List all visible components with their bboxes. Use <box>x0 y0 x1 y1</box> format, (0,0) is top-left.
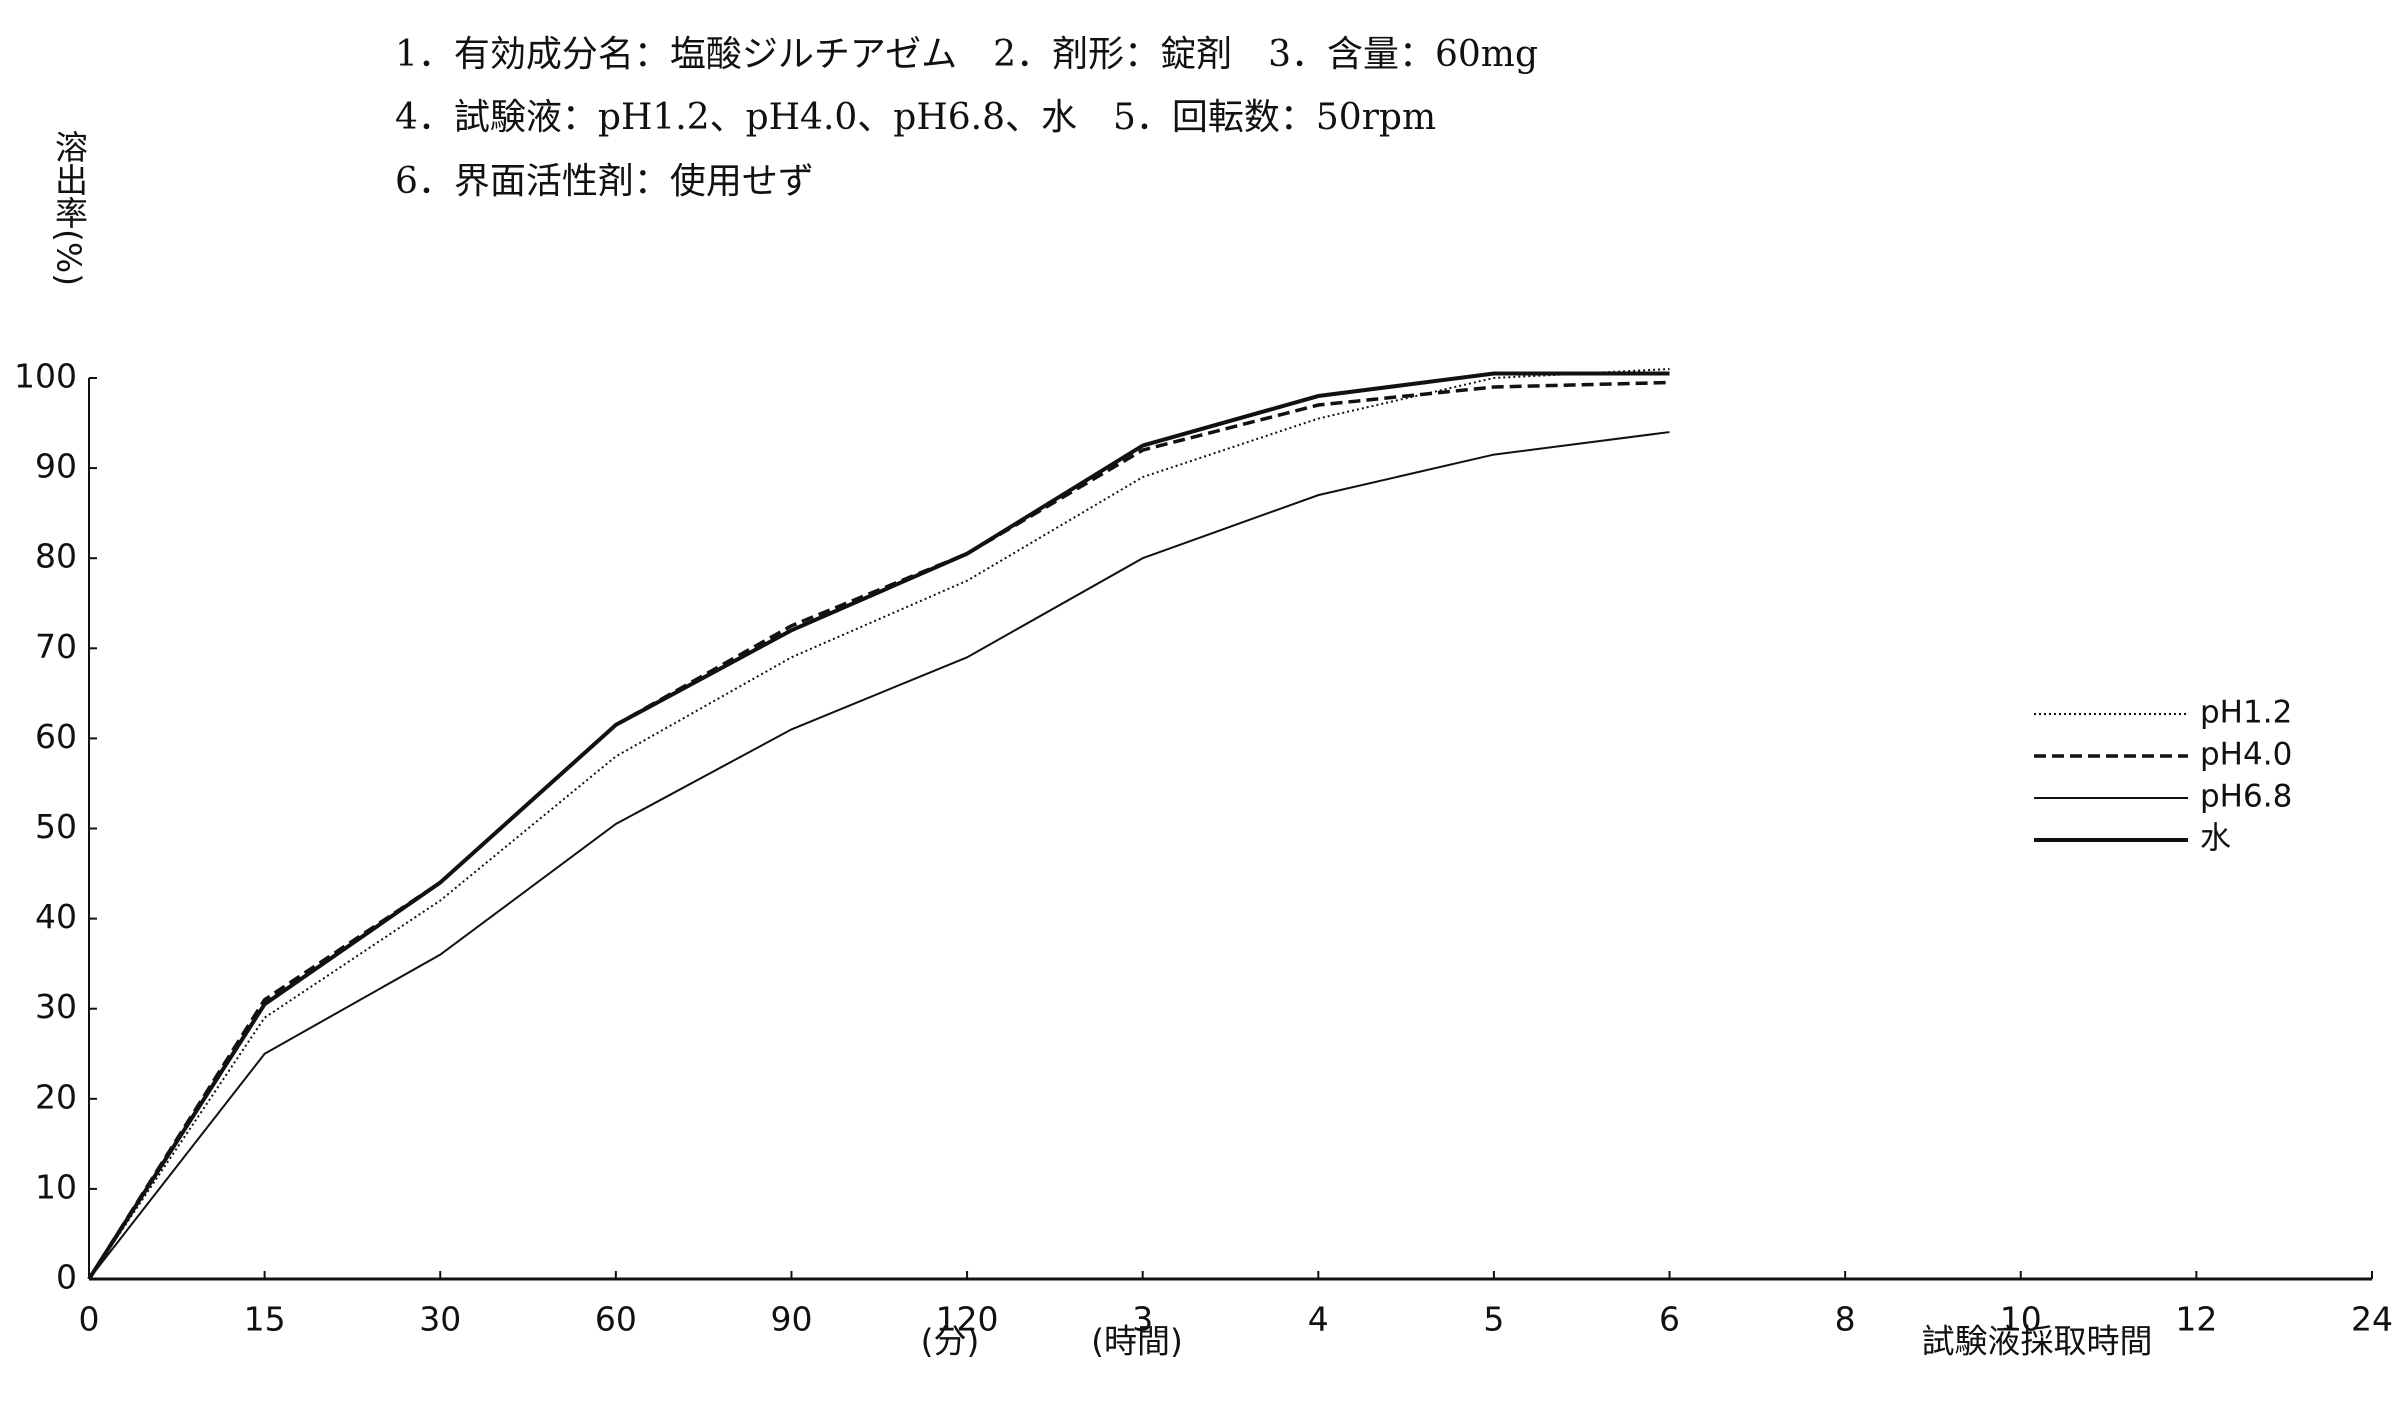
x-tick-label: 3 <box>1132 1300 1153 1339</box>
y-tick-label: 100 <box>14 357 77 396</box>
x-tick-label: 90 <box>770 1300 812 1339</box>
legend-label: pH1.2 <box>2200 695 2292 731</box>
x-tick-label: 15 <box>244 1300 286 1339</box>
x-tick-label: 5 <box>1483 1300 1504 1339</box>
y-tick-label: 80 <box>35 537 77 576</box>
y-tick-label: 60 <box>35 717 77 756</box>
x-tick-label: 120 <box>936 1300 999 1339</box>
series-line <box>87 371 1670 1281</box>
y-tick-label: 0 <box>56 1258 77 1297</box>
header-line: 6．界面活性剤：使用せず <box>395 161 814 202</box>
x-tick-label: 30 <box>419 1300 461 1339</box>
y-tick-label: 30 <box>35 987 77 1026</box>
legend-label: 水 <box>2200 821 2231 857</box>
x-unit-label: (時間) <box>1091 1322 1183 1361</box>
x-tick-label: 10 <box>2000 1300 2042 1339</box>
header-line: 4．試験液：pH1.2、pH4.0、pH6.8、水 5．回転数：50rpm <box>395 97 1436 138</box>
y-tick-label: 90 <box>35 447 77 486</box>
header-line: 1．有効成分名：塩酸ジルチアゼム 2．剤形：錠剤 3．含量：60mg <box>395 34 1538 75</box>
x-tick-label: 24 <box>2351 1300 2393 1339</box>
series-line <box>88 431 1670 1280</box>
x-unit-label: (分) <box>921 1322 980 1361</box>
y-axis-label: 溶出率(%) <box>50 130 89 286</box>
series-line <box>88 367 1670 1280</box>
x-tick-label: 8 <box>1835 1300 1856 1339</box>
y-tick-label: 40 <box>35 897 77 936</box>
y-tick-label: 20 <box>35 1077 77 1116</box>
x-axis-label: 試験液採取時間 <box>1922 1322 2153 1361</box>
x-tick-label: 4 <box>1308 1300 1329 1339</box>
y-tick-label: 10 <box>35 1167 77 1206</box>
series-line <box>87 380 1670 1280</box>
y-tick-label: 50 <box>35 807 77 846</box>
x-tick-label: 12 <box>2175 1300 2217 1339</box>
y-tick-label: 70 <box>35 627 77 666</box>
legend-label: pH4.0 <box>2200 737 2292 773</box>
x-tick-label: 60 <box>595 1300 637 1339</box>
x-tick-label: 6 <box>1659 1300 1680 1339</box>
x-tick-label: 0 <box>79 1300 100 1339</box>
legend-label: pH6.8 <box>2200 779 2292 815</box>
